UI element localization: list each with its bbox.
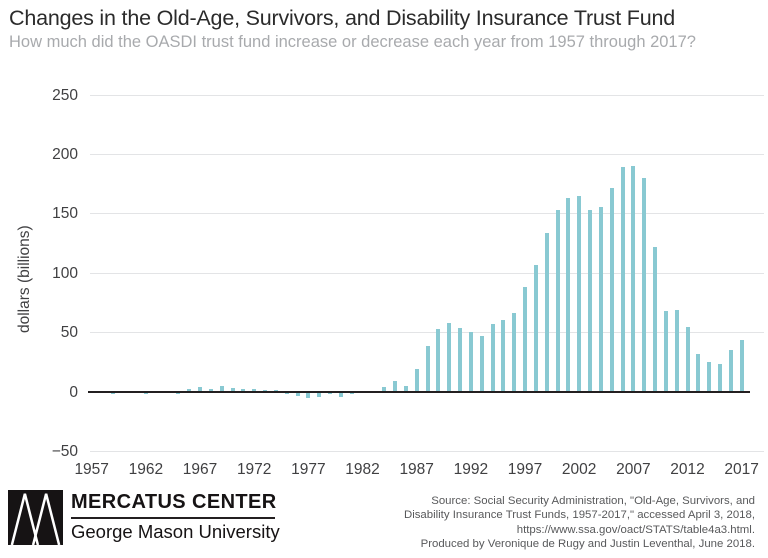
page-title: Changes in the Old-Age, Survivors, and D… bbox=[9, 6, 675, 30]
bar-1970 bbox=[230, 387, 235, 392]
x-tick-label-1992: 1992 bbox=[453, 461, 489, 478]
bar-1972 bbox=[252, 389, 257, 392]
bar-1986 bbox=[403, 386, 408, 392]
y-tick-label--50: −50 bbox=[51, 442, 78, 460]
bar-1988 bbox=[425, 345, 430, 392]
bar-1992 bbox=[468, 331, 473, 392]
source-line-1: Source: Social Security Administration, … bbox=[431, 495, 755, 507]
gridline-100 bbox=[90, 272, 764, 274]
bar-1995 bbox=[501, 320, 506, 392]
bar-1984 bbox=[382, 386, 387, 392]
bar-1987 bbox=[414, 368, 419, 392]
bar-1999 bbox=[544, 233, 549, 392]
y-tick-label-100: 100 bbox=[52, 264, 78, 282]
gridline-250 bbox=[90, 94, 764, 96]
bar-1994 bbox=[490, 324, 495, 392]
bar-2011 bbox=[674, 309, 679, 392]
y-tick-label-200: 200 bbox=[52, 145, 78, 163]
bar-2001 bbox=[566, 198, 571, 392]
x-tick-label-2017: 2017 bbox=[724, 461, 759, 478]
bar-2002 bbox=[577, 195, 582, 392]
x-tick-label-2002: 2002 bbox=[561, 461, 597, 478]
source-line-credit: Produced by Veronique de Rugy and Justin… bbox=[420, 537, 755, 550]
bar-1966 bbox=[187, 389, 192, 392]
bar-2009 bbox=[653, 247, 658, 392]
gridline-200 bbox=[90, 153, 764, 155]
gridline-50 bbox=[90, 332, 764, 334]
y-tick-label-0: 0 bbox=[69, 383, 78, 401]
bar-1976 bbox=[295, 392, 300, 396]
bar-1968 bbox=[208, 389, 213, 392]
bar-2006 bbox=[620, 166, 625, 392]
chart-subtitle: How much did the OASDI trust fund increa… bbox=[9, 33, 696, 51]
logo-org-name: MERCATUS CENTER bbox=[71, 491, 277, 513]
x-tick-label-1982: 1982 bbox=[345, 461, 380, 478]
source-line-url: https://www.ssa.gov/oact/STATS/table4a3.… bbox=[516, 523, 755, 536]
x-tick-label-1957: 1957 bbox=[74, 461, 109, 478]
x-tick-label-1967: 1967 bbox=[182, 461, 218, 478]
bar-1991 bbox=[458, 328, 463, 392]
bar-1967 bbox=[198, 387, 203, 392]
bar-1969 bbox=[219, 385, 224, 392]
bar-2010 bbox=[663, 310, 668, 392]
x-tick-label-1987: 1987 bbox=[399, 461, 434, 478]
bar-1993 bbox=[479, 336, 484, 392]
bar-2014 bbox=[707, 362, 712, 392]
x-tick-label-1977: 1977 bbox=[291, 461, 326, 478]
bar-2007 bbox=[631, 165, 636, 392]
source-line-2: Disability Insurance Trust Funds, 1957-2… bbox=[403, 509, 755, 522]
bar-2004 bbox=[598, 206, 603, 392]
bar-1997 bbox=[523, 286, 528, 392]
bar-2015 bbox=[718, 364, 722, 392]
bar-2005 bbox=[609, 187, 614, 392]
x-tick-label-2012: 2012 bbox=[670, 461, 705, 478]
bar-1978 bbox=[317, 392, 322, 397]
logo-divider bbox=[71, 517, 275, 519]
bar-1989 bbox=[436, 329, 441, 392]
x-tick-label-2007: 2007 bbox=[616, 461, 651, 478]
source-note: Source: Social Security Administration, … bbox=[404, 494, 755, 551]
bar-2003 bbox=[588, 210, 593, 392]
bar-2012 bbox=[685, 327, 690, 392]
bar-1990 bbox=[447, 323, 452, 392]
bar-1980 bbox=[338, 392, 343, 397]
zero-axis-line bbox=[88, 391, 750, 393]
logo-university-name: George Mason University bbox=[71, 521, 280, 542]
bar-1981 bbox=[349, 392, 354, 395]
bar-1977 bbox=[306, 392, 311, 399]
bar-1971 bbox=[241, 388, 246, 392]
bar-2008 bbox=[642, 177, 647, 392]
bar-1996 bbox=[512, 313, 517, 392]
gridline--50 bbox=[90, 450, 764, 452]
bar-2013 bbox=[696, 353, 701, 392]
gridline-150 bbox=[90, 213, 764, 215]
y-tick-label-50: 50 bbox=[60, 324, 78, 342]
x-tick-label-1997: 1997 bbox=[507, 461, 543, 478]
bar-1998 bbox=[533, 265, 538, 392]
x-tick-label-1972: 1972 bbox=[236, 461, 272, 478]
bar-2017 bbox=[739, 339, 744, 392]
bar-1985 bbox=[393, 380, 398, 392]
x-tick-label-1962: 1962 bbox=[128, 461, 164, 478]
bar-2000 bbox=[555, 209, 560, 392]
y-tick-label-250: 250 bbox=[52, 86, 78, 104]
mercatus-logo-icon bbox=[8, 490, 63, 545]
bar-2016 bbox=[728, 350, 733, 392]
y-tick-label-150: 150 bbox=[52, 205, 78, 223]
